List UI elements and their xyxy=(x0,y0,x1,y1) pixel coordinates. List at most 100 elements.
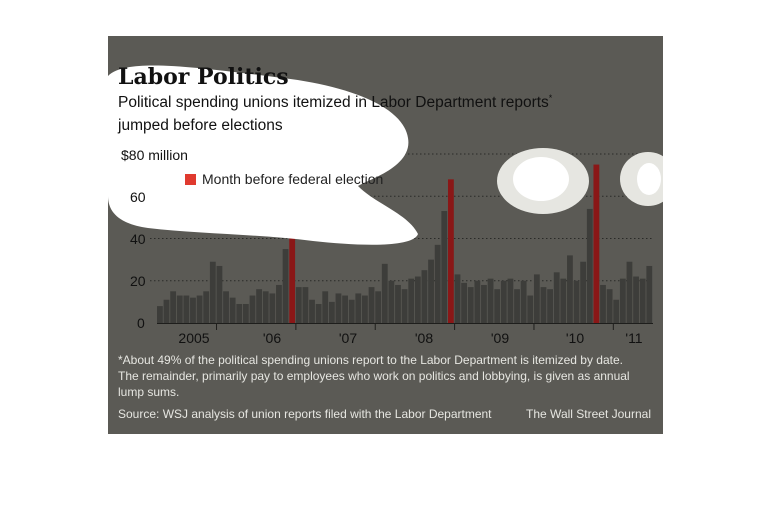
bar xyxy=(586,208,593,323)
bar xyxy=(322,291,329,323)
bar xyxy=(395,284,401,323)
bar xyxy=(256,289,263,323)
bar xyxy=(580,261,587,323)
bar xyxy=(355,293,362,323)
bar xyxy=(269,293,276,323)
bar xyxy=(362,295,368,323)
bar xyxy=(190,297,196,323)
bar xyxy=(236,303,243,323)
bar xyxy=(507,278,514,323)
bar xyxy=(282,249,289,323)
bar xyxy=(203,291,210,323)
bar xyxy=(196,295,203,323)
grid-layer xyxy=(150,153,653,282)
bar xyxy=(633,276,639,323)
bar xyxy=(626,261,633,323)
bar xyxy=(262,291,269,323)
bar xyxy=(553,272,560,323)
footnote-line-3: lump sums. xyxy=(118,385,179,399)
bar xyxy=(368,287,375,323)
bar xyxy=(408,278,415,323)
chart-title: Labor Politics xyxy=(118,64,289,90)
bar xyxy=(163,299,170,323)
bar xyxy=(315,303,322,323)
white-blob-right-2-inner xyxy=(637,163,661,195)
year-tick-layer xyxy=(216,323,614,330)
bar xyxy=(348,299,355,323)
bar xyxy=(434,244,441,323)
legend-swatch xyxy=(185,174,196,185)
bar xyxy=(388,280,395,323)
bar xyxy=(216,265,223,323)
chart-subtitle-line2: jumped before elections xyxy=(117,117,283,134)
bar xyxy=(170,291,177,323)
bar xyxy=(520,280,527,323)
ytick-label-40: 40 xyxy=(130,231,146,247)
bar xyxy=(547,289,553,323)
bar xyxy=(229,297,236,323)
bar-election-month xyxy=(593,164,600,323)
xtick-label-07: '07 xyxy=(339,330,357,346)
bar xyxy=(606,289,613,323)
bar xyxy=(600,284,606,323)
credit-note: The Wall Street Journal xyxy=(526,407,651,421)
bar xyxy=(302,287,309,323)
xtick-label-11: '11 xyxy=(625,330,642,346)
ytick-label-20: 20 xyxy=(130,273,146,289)
bar xyxy=(157,306,163,323)
bar xyxy=(646,265,653,323)
white-blob-top-left xyxy=(108,65,418,245)
bar xyxy=(342,295,348,323)
bar xyxy=(223,291,229,323)
bar xyxy=(481,284,487,323)
xtick-label-09: '09 xyxy=(491,330,509,346)
bar xyxy=(467,287,474,323)
bar xyxy=(309,299,315,323)
bar xyxy=(276,284,282,323)
xtick-label-08: '08 xyxy=(415,330,433,346)
bar xyxy=(295,287,302,323)
footnote-line-1: *About 49% of the political spending uni… xyxy=(118,353,623,367)
ytick-label-0: 0 xyxy=(137,315,145,331)
bar xyxy=(500,280,507,323)
bar xyxy=(639,278,646,323)
bar xyxy=(613,299,620,323)
white-blob-right-1-inner xyxy=(513,157,569,201)
bar xyxy=(428,259,434,324)
bar xyxy=(487,278,494,323)
bar xyxy=(527,295,534,323)
bar-election-month xyxy=(289,221,296,323)
bar xyxy=(560,278,567,323)
bar xyxy=(567,255,573,323)
bar xyxy=(454,274,461,323)
bar xyxy=(328,301,335,324)
bar xyxy=(421,270,428,323)
source-note: Source: WSJ analysis of union reports fi… xyxy=(118,407,492,421)
bar xyxy=(474,280,481,323)
chart-subtitle-line1: Political spending unions itemized in La… xyxy=(118,93,553,111)
bar xyxy=(249,295,256,323)
bar xyxy=(494,289,501,323)
bar xyxy=(242,303,249,323)
footnote-line-2: The remainder, primarily pay to employee… xyxy=(118,369,630,383)
xtick-label-10: '10 xyxy=(566,330,584,346)
bar xyxy=(375,291,382,323)
ytick-label-60: 60 xyxy=(130,189,146,205)
bar xyxy=(441,211,448,323)
bar xyxy=(573,280,580,323)
bar xyxy=(414,276,421,323)
bar xyxy=(401,289,408,323)
xtick-label-06: '06 xyxy=(263,330,281,346)
bar xyxy=(540,287,547,323)
xtick-label-2005: 2005 xyxy=(178,330,209,346)
bar xyxy=(461,282,468,323)
bar xyxy=(176,295,183,323)
ytick-label-80: $80 million xyxy=(121,147,188,163)
bar xyxy=(209,261,216,323)
bar xyxy=(381,263,388,323)
bar-election-month xyxy=(447,179,454,323)
bar xyxy=(619,278,626,323)
bar-layer xyxy=(157,164,653,324)
chart-panel: Labor Politics Political spending unions… xyxy=(108,36,663,434)
bar xyxy=(183,295,190,323)
